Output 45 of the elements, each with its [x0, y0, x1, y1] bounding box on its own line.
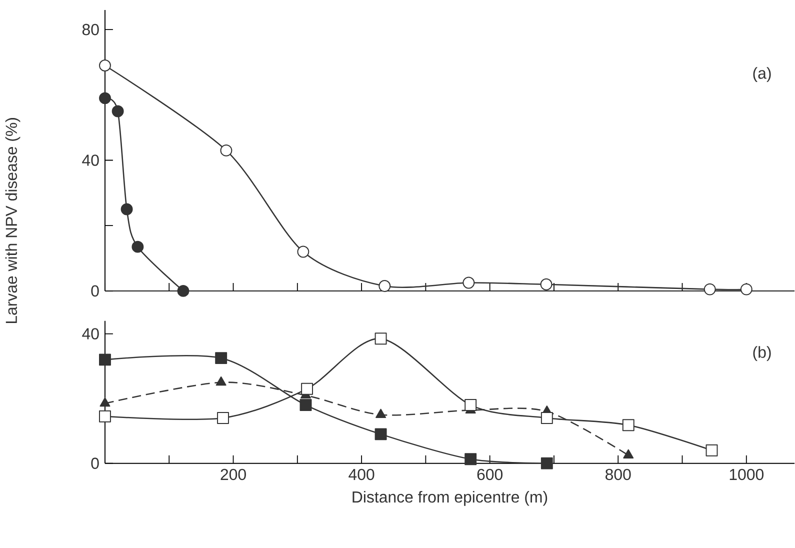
y-tick-label: 0: [91, 285, 99, 297]
point: [217, 412, 229, 424]
x-tick-label: 800: [606, 468, 631, 480]
x-tick-label: 1000: [730, 468, 764, 480]
point: [374, 332, 387, 345]
y-tick-label: 0: [91, 458, 99, 469]
point: [540, 457, 553, 470]
y-axis-title: Larvae with NPV disease (%): [5, 118, 20, 324]
point: [99, 354, 111, 366]
point: [120, 203, 133, 216]
y-tick-label: 80: [82, 24, 99, 36]
point: [300, 399, 312, 412]
point: [99, 60, 111, 72]
point: [99, 92, 111, 104]
point: [99, 410, 111, 422]
point: [297, 246, 310, 258]
point: [100, 397, 110, 407]
point: [706, 444, 718, 456]
annotation: (b): [753, 346, 771, 362]
point: [378, 280, 391, 292]
point: [215, 352, 228, 364]
point: [216, 376, 226, 386]
point: [177, 284, 190, 297]
point: [540, 278, 552, 290]
point: [740, 283, 752, 296]
x-tick-label: 400: [348, 468, 374, 480]
y-tick-label: 40: [82, 154, 99, 166]
x-axis-title: Distance from epicentre (m): [352, 490, 548, 506]
x-tick-label: 200: [220, 468, 246, 480]
point: [112, 105, 124, 118]
x-tick-label: 600: [477, 468, 503, 480]
annotation: (a): [753, 67, 771, 82]
point: [374, 428, 387, 440]
point: [623, 449, 634, 458]
point: [464, 399, 477, 412]
y-tick-label: 40: [82, 328, 99, 340]
point: [464, 453, 477, 466]
point: [622, 419, 634, 432]
point: [376, 408, 386, 418]
point: [132, 240, 144, 253]
point: [540, 412, 553, 424]
point: [301, 382, 314, 395]
point: [462, 276, 475, 289]
point: [704, 283, 716, 296]
point: [220, 144, 232, 156]
